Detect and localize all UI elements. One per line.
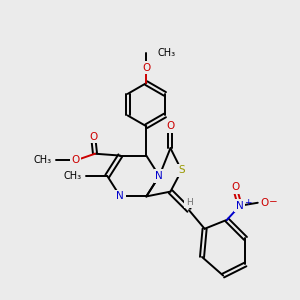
Text: +: + <box>244 197 251 206</box>
Text: CH₃: CH₃ <box>158 48 175 58</box>
Text: O: O <box>231 182 240 192</box>
Text: O: O <box>260 198 268 208</box>
Text: N: N <box>236 201 244 211</box>
Text: O: O <box>142 62 150 73</box>
Text: O: O <box>166 121 175 131</box>
Text: N: N <box>155 171 163 181</box>
Text: O: O <box>89 132 97 142</box>
Text: O: O <box>72 155 80 165</box>
Text: CH₃: CH₃ <box>63 171 81 181</box>
Text: S: S <box>178 165 185 176</box>
Text: H: H <box>186 197 192 206</box>
Text: −: − <box>269 197 278 207</box>
Text: CH₃: CH₃ <box>33 155 51 165</box>
Text: N: N <box>116 191 124 201</box>
